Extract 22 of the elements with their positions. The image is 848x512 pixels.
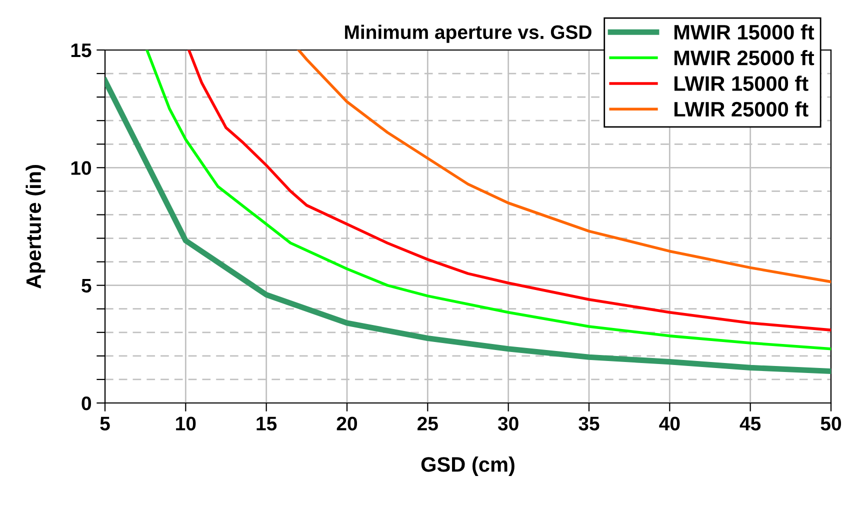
y-tick-label: 5 <box>82 279 92 293</box>
x-axis-title: GSD (cm) <box>421 456 514 476</box>
x-tick-label: 25 <box>418 416 438 430</box>
x-tick-label: 40 <box>659 416 680 430</box>
x-tick-label: 45 <box>740 416 761 430</box>
legend-label: LWIR 15000 ft <box>674 76 808 91</box>
x-tick-label: 30 <box>498 416 518 431</box>
legend-label: MWIR 25000 ft <box>674 50 814 66</box>
y-tick-label: 10 <box>71 161 92 175</box>
y-axis-title: Aperture (in) <box>26 165 46 288</box>
legend-label: LWIR 25000 ft <box>674 101 808 117</box>
y-tick-label: 0 <box>82 396 92 410</box>
x-tick-label: 5 <box>100 416 110 430</box>
chart-title: Minimum aperture vs. GSD <box>345 24 592 43</box>
line-series <box>297 50 831 284</box>
x-tick-label: 15 <box>256 416 277 430</box>
x-tick-label: 50 <box>820 416 842 430</box>
x-tick-label: 20 <box>336 416 358 430</box>
x-tick-label: 10 <box>176 416 196 430</box>
x-tick-label: 35 <box>578 416 600 431</box>
y-tick-label: 15 <box>71 44 92 58</box>
legend-label: MWIR 15000 ft <box>674 24 814 40</box>
